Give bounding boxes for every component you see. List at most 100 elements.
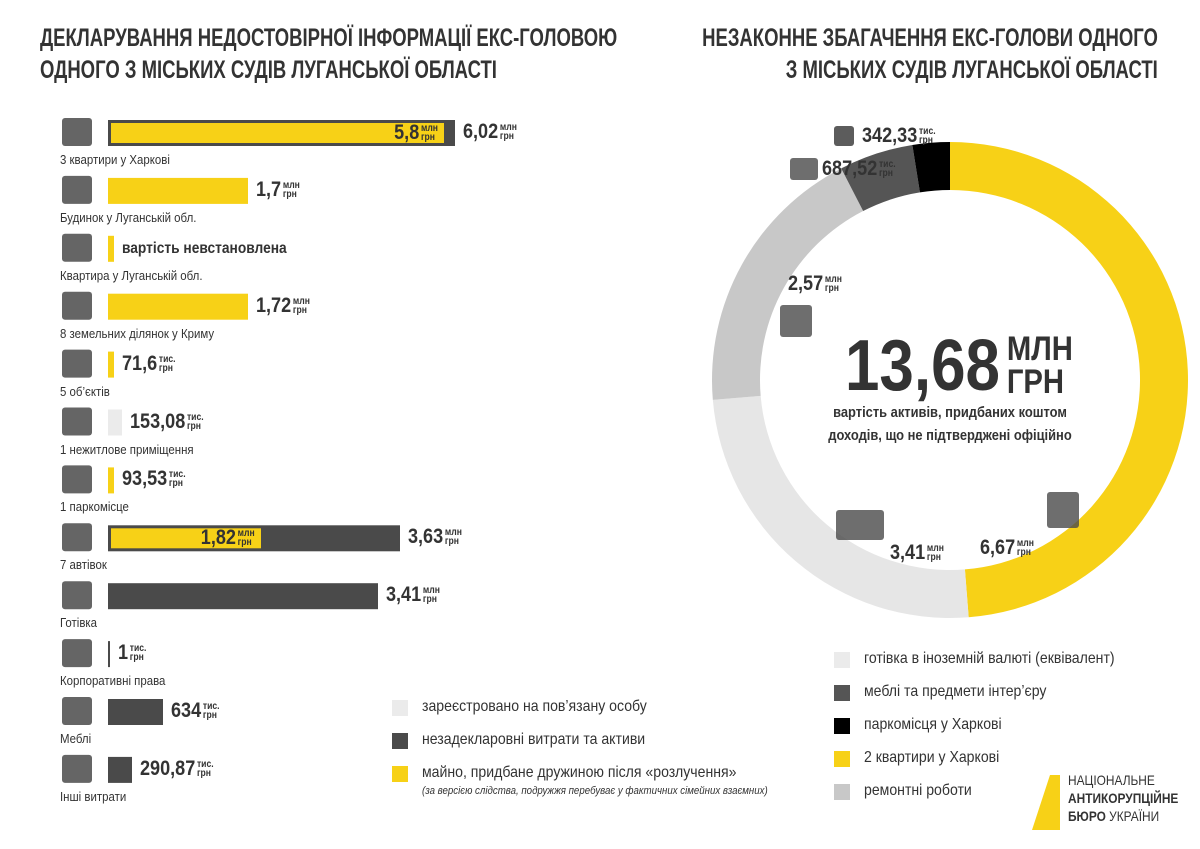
currency: грн bbox=[926, 552, 941, 563]
item-label: Готівка bbox=[60, 615, 98, 631]
unit: МЛН bbox=[1006, 330, 1073, 368]
value-number: 1,72 bbox=[256, 293, 292, 317]
currency: грн bbox=[202, 710, 217, 721]
value-label: 153,08 тис. грн bbox=[130, 410, 204, 433]
logo-word: УКРАЇНИ bbox=[1109, 808, 1160, 824]
item-icon bbox=[62, 291, 92, 320]
unit: тис. bbox=[186, 411, 204, 423]
bar bbox=[108, 409, 122, 436]
bar bbox=[108, 756, 132, 783]
item-icon bbox=[62, 697, 92, 725]
unit: тис. bbox=[918, 126, 936, 137]
legend-label: меблі та предмети інтер’єру bbox=[864, 683, 1047, 700]
value-unit: млн грн bbox=[238, 529, 255, 548]
value-unit: тис. грн bbox=[169, 470, 186, 489]
value-unit: МЛН ГРН bbox=[1006, 330, 1073, 399]
bar bbox=[108, 235, 114, 262]
legend-label: зареєстровано на пов’язану особу bbox=[422, 698, 647, 715]
unit: млн bbox=[824, 274, 842, 285]
item-icon bbox=[62, 639, 92, 668]
value-number: 3,41 bbox=[890, 541, 926, 564]
value-label: 1,72 млн грн bbox=[256, 293, 310, 317]
bar bbox=[111, 528, 261, 549]
item-label: Будинок у Луганській обл. bbox=[60, 209, 197, 225]
unit: тис. bbox=[158, 353, 176, 365]
item-icon bbox=[62, 523, 92, 552]
legend-swatch bbox=[392, 733, 408, 749]
logo-mark bbox=[1032, 775, 1060, 830]
segment-icon bbox=[1047, 492, 1079, 528]
value-number: 342,33 bbox=[862, 124, 918, 147]
item-label: 1 паркомісце bbox=[60, 499, 129, 515]
item-icon bbox=[62, 349, 92, 378]
title: ОДНОГО З МІСЬКИХ СУДІВ ЛУГАНСЬКОЇ ОБЛАСТ… bbox=[40, 56, 497, 84]
legend-label: ремонтні роботи bbox=[864, 782, 972, 799]
item-label: Квартира у Луганській обл. bbox=[60, 267, 203, 283]
value-unit: тис. грн bbox=[186, 411, 204, 431]
donut-segment bbox=[950, 142, 1188, 618]
value-number: 6,67 bbox=[980, 536, 1016, 559]
currency: грн bbox=[1016, 547, 1031, 558]
value-unit: млн грн bbox=[926, 544, 944, 563]
value-label: 342,33 тис. грн bbox=[862, 125, 936, 147]
item-label: 8 земельних ділянок у Криму bbox=[60, 325, 215, 341]
value-number: 5,8 bbox=[394, 121, 420, 144]
item-label: 1 нежитлове приміщення bbox=[60, 441, 194, 457]
value-number: 290,87 bbox=[140, 756, 196, 780]
value-label: 93,53 тис. грн bbox=[122, 468, 186, 490]
currency: грн bbox=[196, 767, 212, 779]
title: НЕЗАКОННЕ ЗБАГАЧЕННЯ ЕКС-ГОЛОВИ ОДНОГО bbox=[702, 24, 1158, 52]
value-unit: тис. грн bbox=[202, 702, 220, 721]
item-label: Інші витрати bbox=[60, 788, 127, 804]
legend-swatch bbox=[834, 784, 850, 800]
legend-swatch bbox=[392, 700, 408, 716]
value-label: 13,68 МЛН ГРН bbox=[845, 330, 1073, 402]
value-label: 71,6 тис. грн bbox=[122, 351, 176, 375]
currency: грн bbox=[282, 188, 297, 200]
legend-swatch bbox=[834, 652, 850, 668]
segment-icon bbox=[790, 158, 818, 180]
item-label: 3 квартири у Харкові bbox=[60, 152, 170, 167]
unit: тис. bbox=[878, 159, 896, 170]
value-label: 2,57 млн грн bbox=[788, 273, 842, 295]
item-label: Меблі bbox=[60, 731, 92, 746]
donut-segment bbox=[712, 395, 969, 618]
currency: грн bbox=[422, 594, 437, 606]
donut-segment bbox=[841, 144, 920, 212]
currency: грн bbox=[824, 283, 839, 294]
title: З МІСЬКИХ СУДІВ ЛУГАНСЬКОЇ ОБЛАСТІ bbox=[785, 56, 1158, 84]
value-unit: млн грн bbox=[445, 528, 462, 547]
bar bbox=[108, 699, 163, 725]
item-icon bbox=[62, 175, 92, 204]
legend-swatch bbox=[834, 751, 850, 767]
legend-label: незадекларовні витрати та активи bbox=[422, 731, 646, 748]
bar bbox=[108, 583, 378, 610]
item-label: 5 об’єктів bbox=[60, 383, 110, 399]
value-number: 1,82 bbox=[201, 526, 237, 550]
currency: грн bbox=[420, 132, 436, 143]
bar bbox=[108, 177, 248, 204]
donut-segment bbox=[912, 142, 950, 193]
bar bbox=[108, 641, 110, 668]
value-unit: млн грн bbox=[282, 180, 300, 200]
value-unit: тис. грн bbox=[158, 353, 176, 373]
value-number: 3,41 bbox=[386, 583, 422, 607]
value-number: 1,7 bbox=[256, 177, 282, 201]
bar bbox=[108, 293, 248, 320]
value-number: 71,6 bbox=[122, 351, 158, 375]
logo-text: БЮРО УКРАЇНИ bbox=[1068, 808, 1159, 824]
currency: грн bbox=[292, 304, 307, 316]
value-label: 634 тис. грн bbox=[171, 700, 220, 722]
legend-label: 2 квартири у Харкові bbox=[864, 749, 1000, 766]
bar bbox=[108, 351, 114, 378]
value-label: 6,02 млн грн bbox=[463, 121, 517, 143]
legend-swatch bbox=[392, 766, 408, 782]
bar bbox=[111, 123, 444, 143]
value-label: 5,8 млн грн bbox=[394, 122, 438, 144]
item-icon bbox=[62, 754, 92, 783]
value-label: 6,67 млн грн bbox=[980, 537, 1034, 559]
segment-icon bbox=[836, 510, 884, 540]
bar bbox=[108, 467, 114, 494]
